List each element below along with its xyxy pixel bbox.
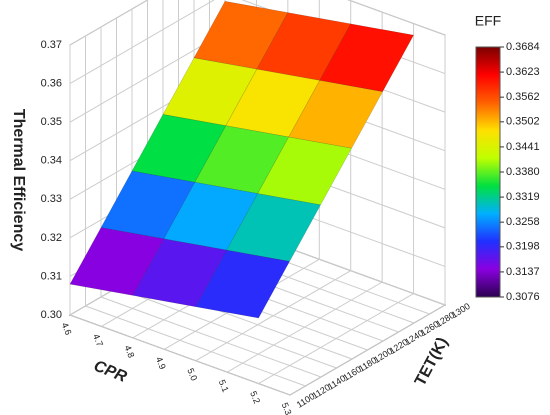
colorbar-tick-label: 0.3198	[506, 241, 540, 253]
colorbar-tick-label: 0.3502	[506, 116, 540, 128]
z-tick-label: 0.30	[41, 309, 62, 321]
z-tick-label: 0.33	[41, 193, 62, 205]
colorbar-tick-label: 0.3562	[506, 91, 540, 103]
grid-line	[85, 305, 306, 387]
z-tick-label: 0.36	[41, 77, 62, 89]
grid-line	[69, 314, 291, 396]
colorbar-tick-label: 0.3076	[506, 291, 540, 303]
surface	[69, 1, 414, 319]
y-tick-label: 1300	[450, 301, 472, 320]
colorbar-tick-label: 0.3623	[506, 66, 540, 78]
x-tick-label: 5.2	[248, 390, 262, 405]
z-tick-label: 0.31	[41, 270, 62, 282]
colorbar-tick-label: 0.3684	[506, 41, 540, 53]
colorbar-title: EFF	[475, 13, 501, 29]
x-tick-label: 4.9	[154, 355, 168, 370]
colorbar	[475, 46, 501, 298]
z-tick-label: 0.34	[41, 155, 62, 167]
colorbar-tick-label: 0.3319	[506, 191, 540, 203]
z-tick-label: 0.32	[41, 232, 62, 244]
x-tick-label: 5.3	[280, 401, 294, 415]
grid-line	[100, 296, 322, 378]
grid-line	[116, 287, 337, 369]
x-axis-title: CPR	[91, 358, 129, 387]
x-tick-label: 4.8	[122, 344, 136, 359]
colorbar-tick-label: 0.3137	[506, 266, 540, 278]
x-tick-label: 5.0	[185, 367, 199, 382]
x-tick-label: 5.1	[217, 378, 231, 393]
colorbar-tick-label: 0.3380	[506, 166, 540, 178]
z-axis-title: Thermal Efficiency	[10, 109, 27, 251]
colorbar-tick-label: 0.3441	[506, 141, 540, 153]
surface-cell	[195, 249, 290, 319]
z-tick-label: 0.35	[41, 116, 62, 128]
x-tick-label: 4.6	[60, 321, 74, 336]
grid-line	[69, 0, 149, 46]
grid-line	[347, 0, 446, 36]
colorbar-tick-label: 0.3258	[506, 216, 540, 228]
z-tick-label: 0.37	[41, 39, 62, 51]
x-tick-label: 4.7	[91, 333, 105, 348]
y-axis-title: TET(K)	[412, 335, 452, 389]
